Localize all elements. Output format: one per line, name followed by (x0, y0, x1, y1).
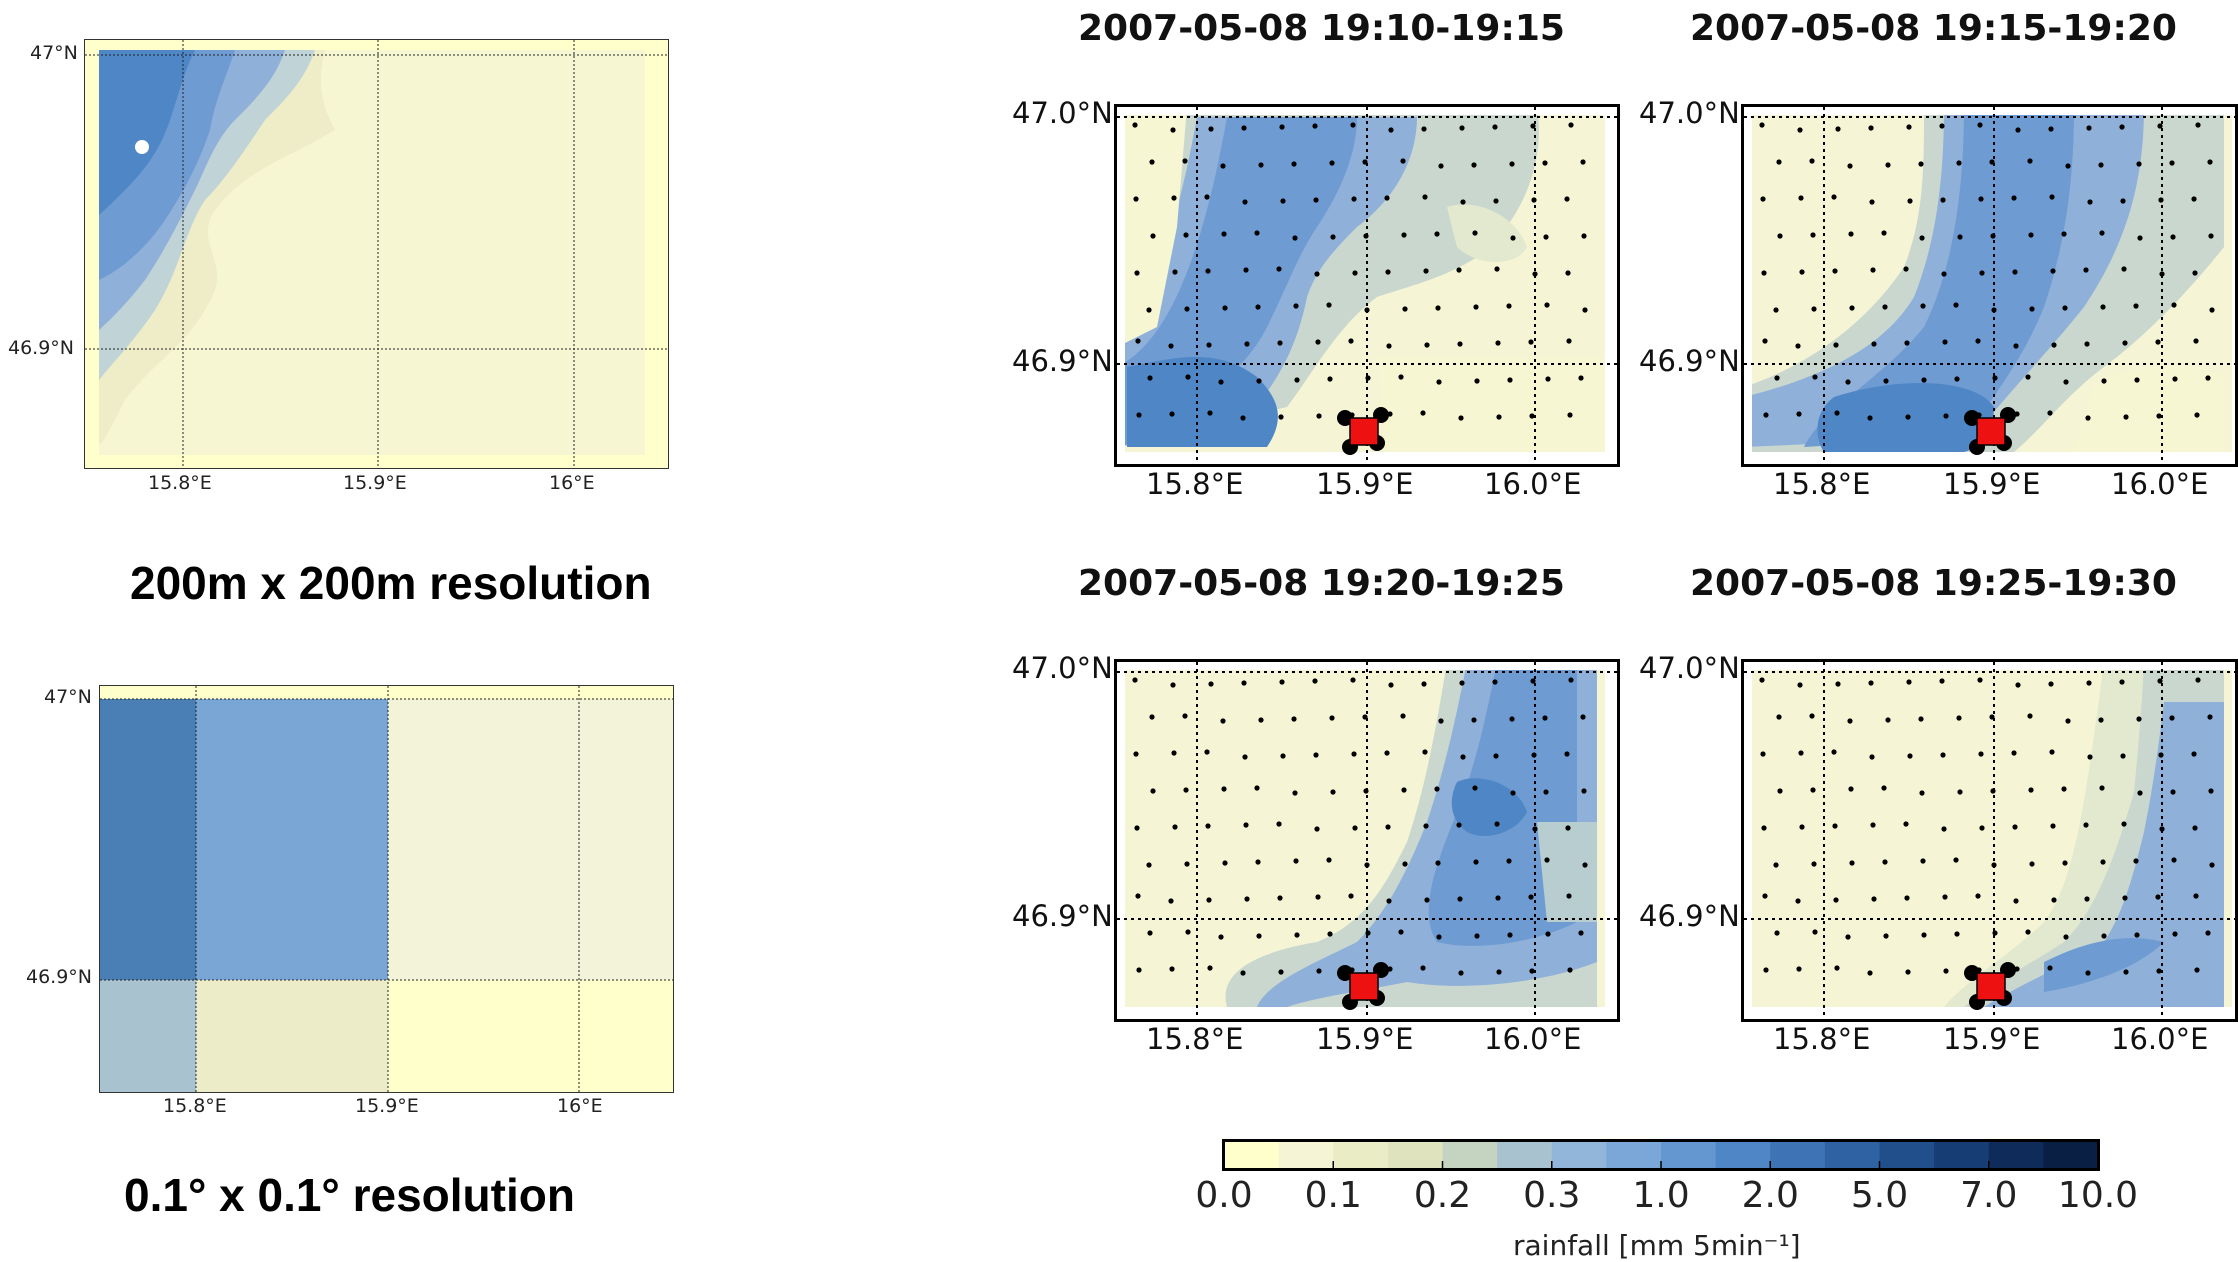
lon-label-15-9: 15.9°E (1316, 467, 1414, 501)
panel-title: 2007-05-08 19:15-19:20 (1690, 8, 2177, 49)
lat-label-47: 47°N (30, 42, 78, 64)
caption-200m-resolution: 200m x 200m resolution (130, 557, 652, 609)
rainfall-field (1117, 662, 1617, 1019)
panel-map-frame (1741, 659, 2238, 1022)
colorbar-bin (2043, 1141, 2099, 1169)
colorbar-bin (1661, 1141, 1717, 1169)
lon-label-16-0: 16.0°E (1484, 1022, 1582, 1056)
lon-label-15-9: 15.9°E (355, 1095, 419, 1117)
colorbar-tick-label: 0.2 (1413, 1175, 1472, 1216)
station-marker (1976, 972, 2006, 1001)
rainfall-field (1117, 107, 1617, 464)
colorbar-bin (1497, 1141, 1553, 1169)
colorbar-scale (1222, 1139, 2100, 1171)
colorbar-label: rainfall [mm 5min⁻¹] (1513, 1229, 1801, 1262)
rainfall-field (1744, 662, 2235, 1019)
panel-map-frame (1741, 104, 2238, 467)
colorbar-bin (1606, 1141, 1662, 1169)
lon-label-15-9: 15.9°E (343, 472, 407, 494)
lat-label-46-9: 46.9°N (26, 966, 93, 988)
lat-label-46-9: 46.9°N (1012, 344, 1113, 378)
colorbar-tick-label: 2.0 (1741, 1175, 1799, 1216)
rainfall-field-200m (85, 40, 668, 468)
station-marker (1976, 417, 2006, 446)
lat-label-47: 47.0°N (1012, 651, 1113, 685)
lon-label-15-9: 15.9°E (1316, 1022, 1414, 1056)
station-marker (1349, 972, 1379, 1001)
station-marker (1349, 417, 1379, 446)
lon-label-15-9: 15.9°E (1943, 1022, 2041, 1056)
map-frame (99, 685, 674, 1093)
lon-label-15-8: 15.8°E (163, 1095, 227, 1117)
colorbar-bin (1824, 1141, 1880, 1169)
colorbar-bin (1224, 1141, 1280, 1169)
colorbar-bin (1879, 1141, 1935, 1169)
colorbar-tick-label: 0.0 (1195, 1175, 1253, 1216)
lat-label-47: 47.0°N (1012, 96, 1113, 130)
colorbar-bin (1278, 1141, 1334, 1169)
lat-label-46-9: 46.9°N (1639, 899, 1740, 933)
lon-label-15-8: 15.8°E (1146, 467, 1244, 501)
lon-label-16: 16°E (557, 1095, 603, 1117)
colorbar-bin (1442, 1141, 1498, 1169)
left-top-map: 47°N 46.9°N 15.8°E 15.9°E 16°E (0, 0, 700, 500)
colorbar-tick-label: 0.1 (1304, 1175, 1362, 1216)
lat-label-47: 47.0°N (1639, 96, 1740, 130)
left-bottom-map: 47°N 46.9°N 15.8°E 15.9°E 16°E (0, 660, 700, 1130)
colorbar-tick-label: 10.0 (2057, 1175, 2139, 1216)
lat-label-47: 47°N (44, 686, 92, 708)
colorbar-tick-label: 7.0 (1960, 1175, 2018, 1216)
lon-label-15-8: 15.8°E (1773, 467, 1871, 501)
rainfall-field (1744, 107, 2235, 464)
caption-0-1-degree-resolution: 0.1° x 0.1° resolution (124, 1169, 575, 1221)
rainfall-field-coarse (100, 686, 673, 1092)
colorbar-bin (1333, 1141, 1389, 1169)
colorbar-bin (1387, 1141, 1443, 1169)
panel-map-frame (1114, 104, 1620, 467)
colorbar-bin (1988, 1141, 2044, 1169)
panel-map-frame (1114, 659, 1620, 1022)
colorbar-tick-label: 0.3 (1523, 1175, 1581, 1216)
lon-label-16: 16°E (549, 472, 595, 494)
lon-label-16-0: 16.0°E (1484, 467, 1582, 501)
lat-label-46-9: 46.9°N (1639, 344, 1740, 378)
colorbar-bin (1715, 1141, 1771, 1169)
colorbar-tick-label: 1.0 (1632, 1175, 1690, 1216)
colorbar-bin (1934, 1141, 1990, 1169)
lat-label-47: 47.0°N (1639, 651, 1740, 685)
lon-label-16-0: 16.0°E (2111, 467, 2209, 501)
lon-label-15-8: 15.8°E (1146, 1022, 1244, 1056)
lat-label-46-9: 46.9°N (1012, 899, 1113, 933)
lat-label-46-9: 46.9°N (8, 337, 75, 359)
lon-label-15-9: 15.9°E (1943, 467, 2041, 501)
colorbar-bin (1551, 1141, 1607, 1169)
panel-title: 2007-05-08 19:25-19:30 (1690, 563, 2177, 604)
lon-label-15-8: 15.8°E (1773, 1022, 1871, 1056)
map-frame (84, 39, 669, 469)
panel-title: 2007-05-08 19:10-19:15 (1078, 8, 1565, 49)
lon-label-15-8: 15.8°E (148, 472, 212, 494)
panel-title: 2007-05-08 19:20-19:25 (1078, 563, 1565, 604)
colorbar-tick-label: 5.0 (1850, 1175, 1909, 1216)
lon-label-16-0: 16.0°E (2111, 1022, 2209, 1056)
colorbar-bin (1770, 1141, 1826, 1169)
colorbar: 0.0 0.1 0.2 0.3 1.0 2.0 5.0 7.0 10.0 rainfall [m… (1195, 1137, 2220, 1262)
